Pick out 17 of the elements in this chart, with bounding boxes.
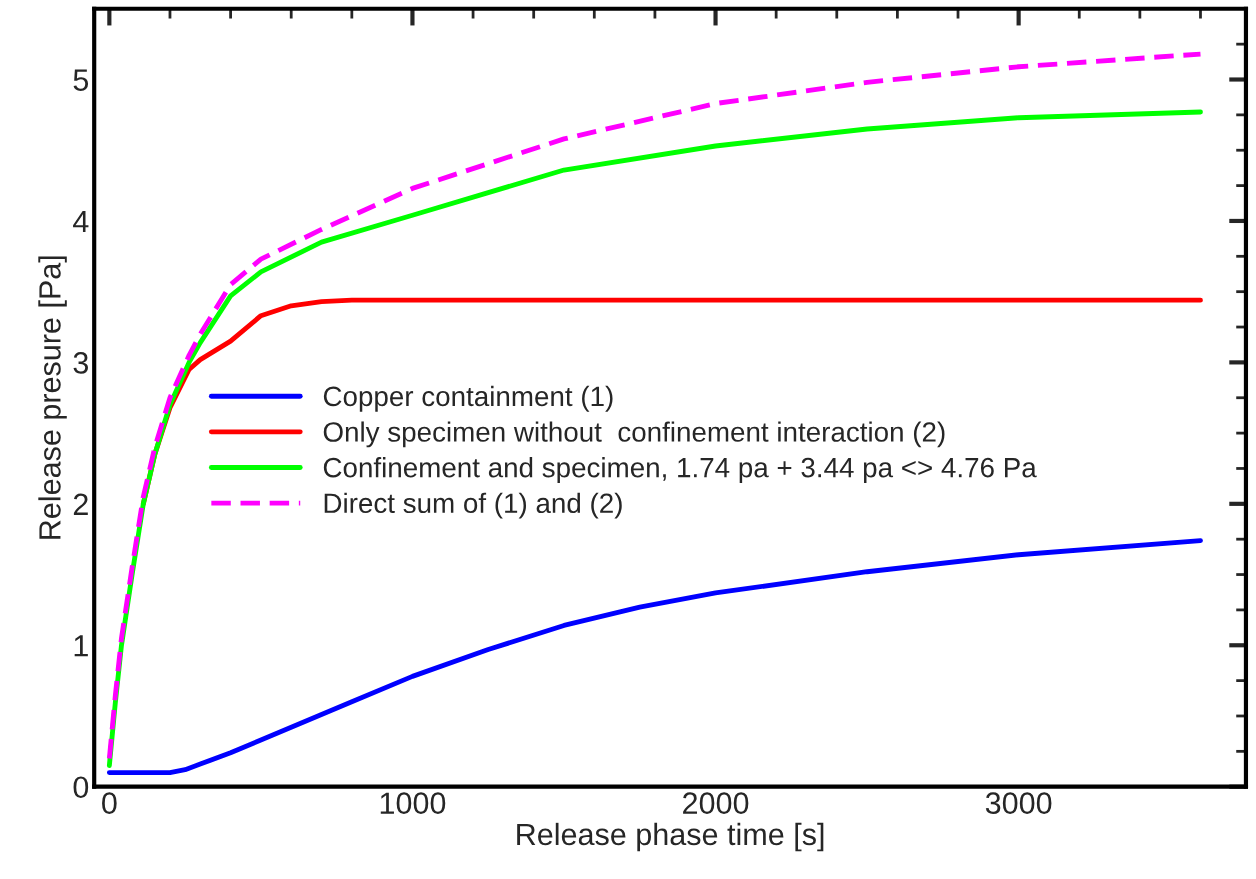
x-axis-title: Release phase time [s] bbox=[517, 822, 824, 852]
y-tick-label: 5 bbox=[73, 69, 89, 91]
x-tick-label: 1000 bbox=[380, 792, 446, 815]
y-tick-label: 0 bbox=[73, 776, 89, 799]
y-tick-label: 1 bbox=[74, 635, 88, 657]
legend-label: Confinement and specimen, 1.74 pa + 3.44 pa <> 4.76 Pa bbox=[323, 457, 1037, 483]
y-tick-label: 2 bbox=[73, 493, 88, 515]
x-tick-label: 0 bbox=[102, 792, 117, 815]
x-tick-label: 3000 bbox=[985, 792, 1052, 815]
y-tick-label: 4 bbox=[73, 211, 89, 233]
y-tick-label: 3 bbox=[73, 352, 88, 374]
legend-label: Direct sum of (1) and (2) bbox=[324, 492, 622, 519]
y-axis-title: Release presure [Pa] bbox=[38, 256, 67, 539]
line-series bbox=[106, 538, 1203, 775]
x-tick-label: 2000 bbox=[683, 792, 749, 815]
legend-label: Only specimen without confinement interaction (2) bbox=[323, 421, 945, 448]
legend-label: Copper containment (1) bbox=[323, 385, 613, 412]
